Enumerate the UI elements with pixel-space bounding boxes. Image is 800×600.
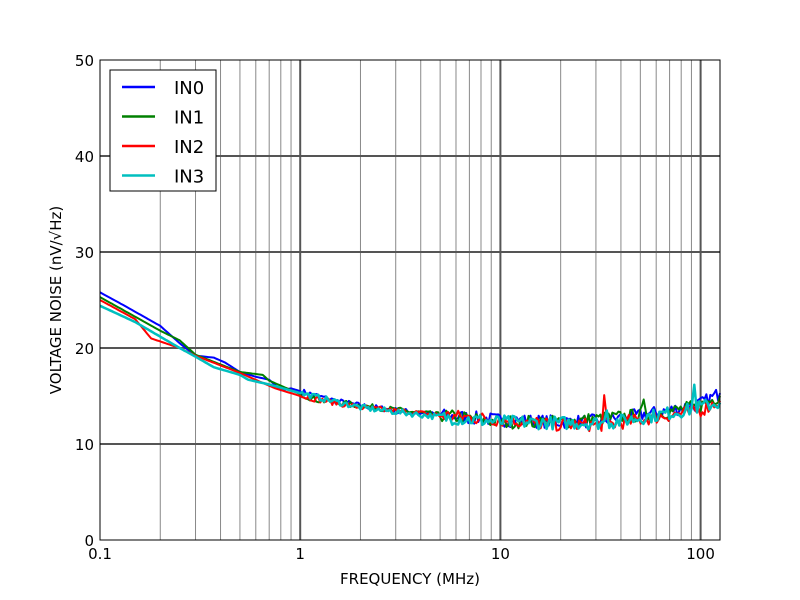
y-tick-label: 30 [75, 244, 94, 262]
y-axis-label: VOLTAGE NOISE (nV/√Hz) [47, 206, 65, 394]
y-tick-label: 20 [75, 340, 94, 358]
grid [100, 60, 720, 540]
legend-box [109, 69, 217, 192]
x-tick-label: 10 [491, 545, 510, 563]
series-line-in3 [99, 304, 722, 431]
series-line-in1 [99, 296, 721, 430]
plot-frame [99, 59, 721, 541]
y-tick-label: 10 [75, 436, 94, 454]
legend: IN0 IN1 IN2 IN3 [109, 69, 217, 192]
legend-label-in2: IN2 [174, 137, 204, 158]
legend-label-in0: IN0 [174, 78, 204, 99]
x-tick-label: 100 [686, 545, 715, 563]
x-tick-label: 1 [295, 545, 305, 563]
legend-label-in3: IN3 [174, 167, 204, 188]
tick-labels: 0 10 20 30 40 50 0.1 1 10 100 [75, 52, 715, 563]
x-axis-label: FREQUENCY (MHz) [340, 570, 480, 588]
x-tick-label: 0.1 [88, 545, 112, 563]
y-tick-label: 40 [75, 148, 94, 166]
legend-label-in1: IN1 [174, 108, 204, 129]
series-line-in0 [99, 291, 721, 429]
y-tick-label: 50 [75, 52, 94, 70]
series-lines [99, 291, 722, 433]
y-tick-label: 0 [84, 532, 94, 550]
